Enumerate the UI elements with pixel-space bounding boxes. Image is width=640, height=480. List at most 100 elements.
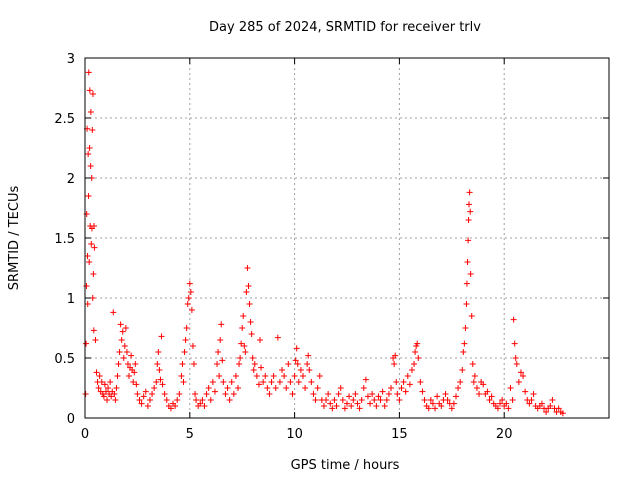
data-point: [543, 409, 550, 415]
data-point: [515, 379, 522, 385]
data-point: [84, 301, 91, 307]
y-tick-label: 1.5: [54, 232, 75, 247]
grid-lines: [85, 58, 609, 418]
data-point: [465, 217, 472, 223]
data-point: [327, 400, 334, 407]
data-point: [154, 361, 161, 367]
data-point: [364, 393, 371, 400]
data-point: [85, 69, 92, 76]
data-point: [530, 391, 537, 397]
data-point: [95, 385, 102, 391]
data-point: [84, 253, 91, 259]
data-point: [438, 403, 445, 409]
data-point: [468, 313, 475, 319]
data-point: [232, 373, 239, 379]
data-point: [467, 271, 474, 277]
y-axis-label: SRMTID / TECUs: [7, 186, 22, 291]
data-point: [216, 373, 223, 379]
y-tick-label: 0: [67, 412, 75, 427]
data-point: [111, 391, 118, 397]
data-point: [484, 388, 491, 395]
data-point: [180, 379, 187, 385]
data-point: [132, 361, 139, 367]
data-point: [116, 349, 123, 355]
data-point: [235, 385, 242, 391]
data-point: [417, 379, 424, 385]
data-point: [457, 379, 464, 385]
data-point: [151, 385, 158, 391]
data-point: [462, 325, 469, 331]
data-point: [189, 343, 196, 349]
data-point: [90, 327, 97, 334]
data-point: [465, 237, 472, 244]
x-tick-label: 10: [286, 427, 303, 442]
y-tick-label: 2.5: [54, 112, 75, 127]
data-point: [130, 379, 137, 385]
data-point: [199, 397, 206, 403]
data-point: [120, 355, 127, 361]
data-point: [183, 325, 190, 331]
data-point: [149, 391, 156, 397]
data-point: [497, 400, 504, 407]
data-point: [187, 289, 194, 295]
data-point: [193, 397, 200, 403]
data-point: [444, 397, 451, 403]
data-point: [178, 373, 185, 379]
data-point: [255, 381, 262, 388]
data-point: [158, 333, 165, 340]
x-tick-label: 15: [391, 427, 408, 442]
data-point: [217, 337, 224, 343]
data-point: [119, 328, 126, 335]
data-point: [85, 193, 92, 199]
data-point: [400, 379, 407, 385]
data-point: [118, 337, 125, 343]
data-point: [268, 379, 275, 385]
data-point: [110, 309, 117, 316]
data-point: [308, 379, 315, 385]
data-point: [250, 367, 257, 373]
data-point: [344, 400, 350, 407]
data-point: [122, 325, 129, 331]
data-point: [167, 405, 174, 412]
data-point: [207, 397, 214, 403]
data-point: [329, 405, 336, 412]
data-point: [488, 393, 495, 400]
data-point: [304, 361, 311, 367]
data-point: [98, 379, 105, 385]
data-point: [339, 397, 346, 403]
x-tick-label: 20: [496, 427, 513, 442]
data-point: [124, 361, 131, 367]
data-point: [306, 367, 313, 373]
data-point: [460, 349, 467, 355]
data-point: [412, 349, 419, 355]
data-point: [96, 373, 103, 379]
data-point: [136, 397, 143, 403]
data-point: [258, 364, 265, 371]
data-point: [155, 349, 162, 355]
data-point: [302, 385, 309, 391]
data-point: [538, 400, 545, 407]
data-point: [314, 385, 321, 391]
x-axis-label: GPS time / hours: [291, 458, 400, 473]
data-point: [294, 361, 301, 367]
data-point: [87, 163, 94, 169]
data-point: [104, 397, 111, 403]
data-point: [230, 391, 237, 397]
data-point: [181, 349, 188, 355]
data-point: [128, 352, 135, 359]
data-point: [222, 391, 229, 397]
data-point: [112, 397, 119, 403]
data-point: [138, 400, 145, 407]
data-point: [476, 391, 483, 397]
data-point: [86, 145, 93, 151]
data-point: [356, 405, 363, 412]
data-point: [285, 361, 292, 367]
data-point: [559, 410, 566, 417]
data-point: [246, 301, 253, 307]
data-point: [421, 397, 428, 403]
data-point: [276, 379, 283, 385]
data-point: [91, 223, 98, 229]
data-point: [253, 373, 260, 379]
data-point: [316, 373, 323, 379]
